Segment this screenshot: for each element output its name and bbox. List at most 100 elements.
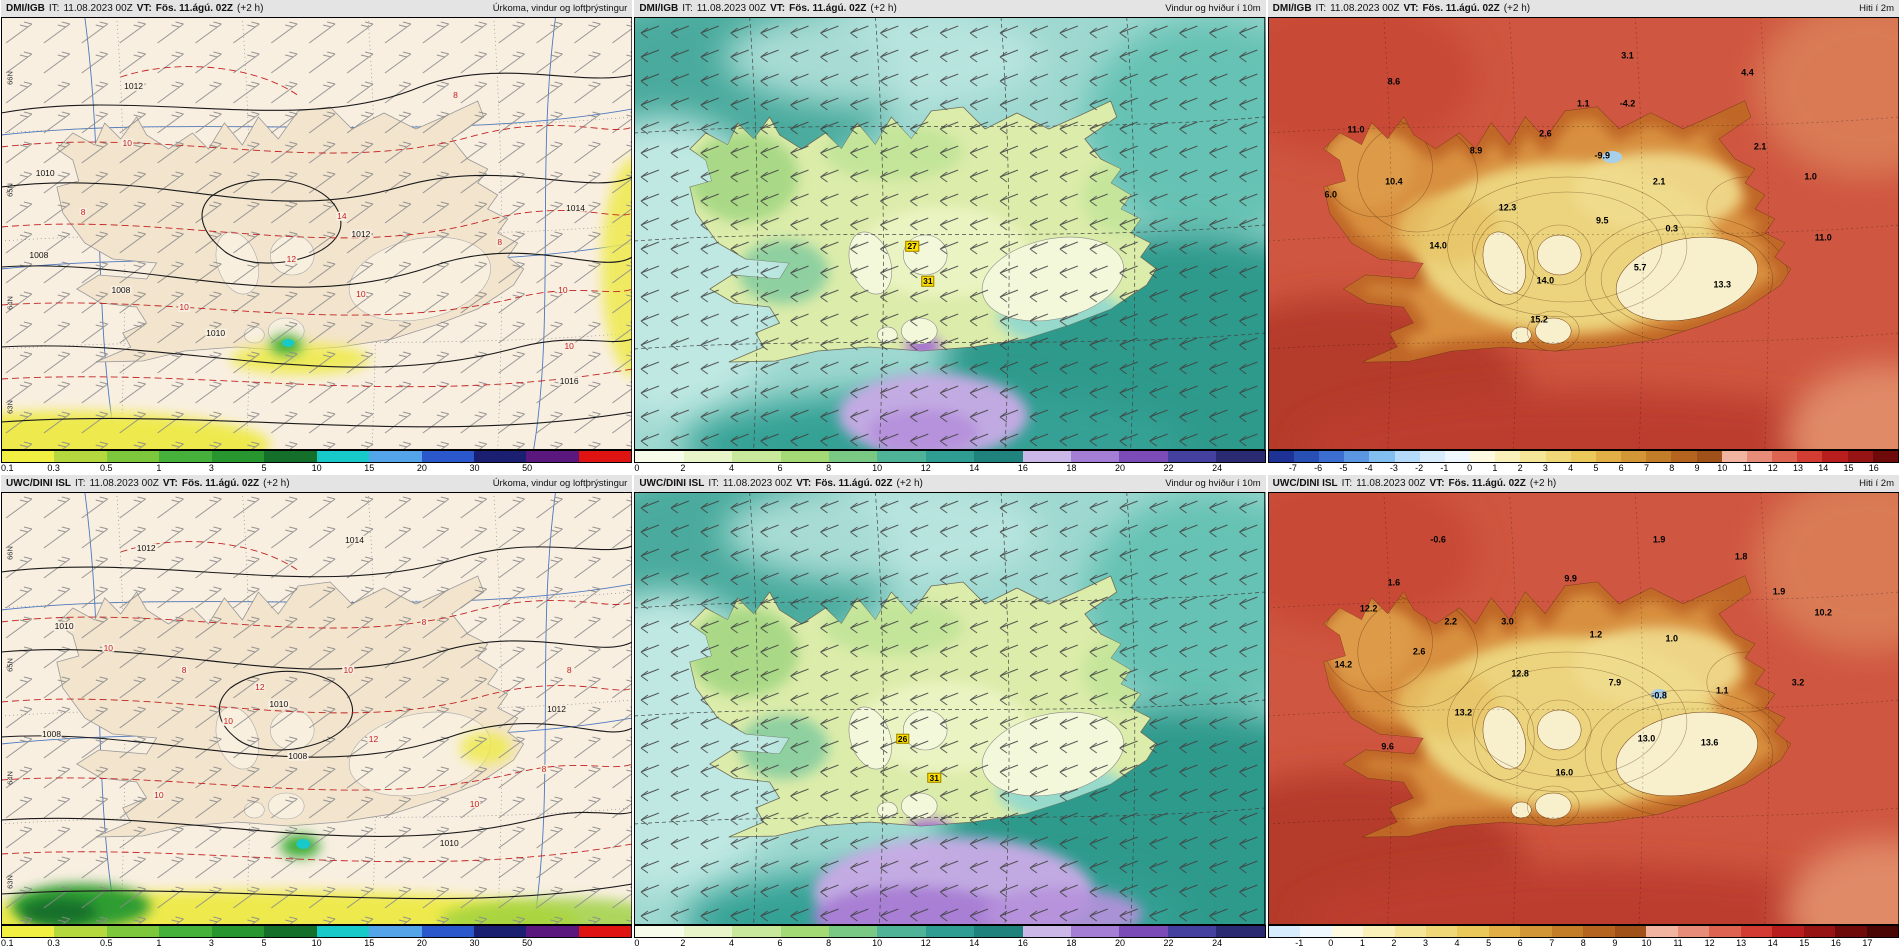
colorbar-cell <box>526 926 579 937</box>
forecast-offset: (+2 h) <box>237 3 264 14</box>
colorbar-cell <box>211 926 265 937</box>
colorbar: 0 2 4 6 8 10 12 14 16 18 20 22 24 <box>634 925 1266 950</box>
panel-title: Hiti í 2m <box>1859 3 1894 14</box>
map-area[interactable]: 1012 1010 1008 1014 1012 1008 1010 1016 8 10 8 14 12… <box>1 17 633 450</box>
colorbar-cell <box>1740 926 1773 937</box>
colorbar-cell <box>473 926 527 937</box>
colorbar-tick: 6 <box>777 938 783 948</box>
colorbar-cell <box>1167 926 1217 937</box>
init-time-label: IT: <box>1341 478 1353 489</box>
colorbar-tick: 16 <box>1017 938 1028 948</box>
map-area[interactable]: 26 31 <box>634 492 1266 925</box>
colorbar-cell <box>1646 926 1678 937</box>
map-svg <box>1267 492 1899 925</box>
init-time-value: 11.08.2023 00Z <box>63 3 133 14</box>
colorbar-cell <box>877 926 926 937</box>
colorbar-cell <box>421 451 474 462</box>
colorbar-cell <box>974 926 1023 937</box>
colorbar-ticks: 0 2 4 6 8 10 12 14 16 18 20 22 24 <box>634 938 1265 950</box>
colorbar-tick: -1 <box>1295 938 1304 948</box>
colorbar-tick: 17 <box>1862 938 1873 948</box>
colorbar-cell <box>1293 451 1319 462</box>
valid-time-value: Fös. 11.ágú. 02Z <box>181 478 260 489</box>
colorbar-cell <box>974 451 1023 462</box>
colorbar-tick: -2 <box>1415 463 1424 473</box>
colorbar-tick: 9 <box>1612 938 1618 948</box>
colorbar-cell <box>1457 926 1489 937</box>
map-frame <box>634 17 1266 450</box>
colorbar-cells <box>634 925 1266 938</box>
colorbar-cell <box>1520 451 1546 462</box>
colorbar-cell <box>1070 926 1120 937</box>
colorbar-tick: 1 <box>1359 938 1365 948</box>
colorbar-tick: 4 <box>728 463 734 473</box>
forecast-offset: (+2 h) <box>1529 478 1557 489</box>
colorbar-tick: 10 <box>872 463 883 473</box>
valid-time-value: Fös. 11.ágú. 02Z <box>155 3 234 14</box>
colorbar-tick: 8 <box>826 463 832 473</box>
model-name: UWC/DINI ISL <box>6 478 71 489</box>
colorbar-cell <box>1119 451 1168 462</box>
colorbar-cell <box>1070 451 1120 462</box>
colorbar-tick: 5 <box>1486 938 1492 948</box>
colorbar-cell <box>1268 451 1294 462</box>
colorbar-tick: 15 <box>1799 938 1810 948</box>
colorbar-tick: 18 <box>1066 938 1077 948</box>
wind-barbs <box>1 17 633 450</box>
map-frame <box>1 17 633 450</box>
model-name: UWC/DINI ISL <box>1272 478 1338 489</box>
colorbar-cell <box>683 451 733 462</box>
colorbar-cell <box>1772 926 1804 937</box>
colorbar-tick: 4 <box>1568 463 1574 473</box>
colorbar-tick: 30 <box>469 463 480 473</box>
colorbar-tick: 2 <box>1391 938 1397 948</box>
map-area[interactable]: 27 31 <box>634 17 1266 450</box>
colorbar-cell <box>1614 926 1647 937</box>
colorbar-cell <box>1621 451 1647 462</box>
colorbar-tick: 2 <box>680 463 686 473</box>
valid-time-label: VT: <box>770 3 786 14</box>
forecast-offset: (+2 h) <box>1503 3 1531 14</box>
run-info: UWC/DINI ISL IT: 11.08.2023 00Z VT: Fös.… <box>639 478 927 489</box>
colorbar-cell <box>159 926 212 937</box>
init-time-value: 11.08.2023 00Z <box>722 478 793 489</box>
colorbar-cell <box>635 926 684 937</box>
map-area[interactable]: -0.6 1.9 1.8 1.6 9.9 1.9 12.2 2.2 3.0 10.2 1.2 1.0 2… <box>1267 492 1899 925</box>
colorbar-tick: 3 <box>208 463 214 473</box>
colorbar-cell <box>1426 926 1458 937</box>
colorbar-cell <box>1331 926 1364 937</box>
colorbar-cell <box>1595 451 1622 462</box>
colorbar-tick: 13 <box>1792 463 1803 473</box>
colorbar-cell <box>1344 451 1370 462</box>
colorbar-tick: 0.1 <box>1 463 14 473</box>
colorbar-cell <box>1495 451 1521 462</box>
map-frame <box>1267 492 1899 925</box>
isobars <box>1 72 633 428</box>
colorbar-cells <box>1 450 633 463</box>
colorbar-cell <box>1394 451 1420 462</box>
model-name: DMI/IGB <box>6 3 45 14</box>
colorbar-tick: 0 <box>634 938 640 948</box>
colorbar-tick: 10 <box>311 463 322 473</box>
colorbar-tick: 10 <box>1641 938 1652 948</box>
init-time-value: 11.08.2023 00Z <box>1356 478 1426 489</box>
map-area[interactable]: 1012 1014 1010 1008 1010 1008 1012 1010 10 8 12 10 1… <box>1 492 633 925</box>
colorbar-tick: 12 <box>1704 938 1715 948</box>
colorbar-cell <box>1167 451 1217 462</box>
colorbar-tick: 22 <box>1163 938 1174 948</box>
colorbar-tick: 14 <box>969 938 980 948</box>
colorbar-ticks: 0.1 0.3 0.5 1 3 5 10 15 20 30 50 <box>1 938 632 950</box>
map-frame <box>1 492 633 925</box>
colorbar-cells <box>1267 925 1899 938</box>
colorbar-tick: 16 <box>1830 938 1841 948</box>
map-svg <box>634 17 1266 450</box>
colorbar-cell <box>1583 926 1615 937</box>
colorbar: -7 -6 -5 -4 -3 -2 -1 0 1 2 3 4 5 6 7 8 9 10 11 12 13 14 15 16 <box>1267 450 1899 475</box>
colorbar-cell <box>635 451 684 462</box>
colorbar-tick: 1 <box>1492 463 1498 473</box>
colorbar-cell <box>1520 926 1552 937</box>
colorbar-cell <box>1772 451 1798 462</box>
map-area[interactable]: 3.1 4.4 8.6 1.1 -4.2 11.0 2.6 2.1 8.9 -9.9 1.0 10.4… <box>1267 17 1899 450</box>
colorbar-tick: 24 <box>1212 463 1223 473</box>
weather-map-panel: DMI/IGB IT: 11.08.2023 00Z VT: Fös. 11.á… <box>0 0 634 475</box>
